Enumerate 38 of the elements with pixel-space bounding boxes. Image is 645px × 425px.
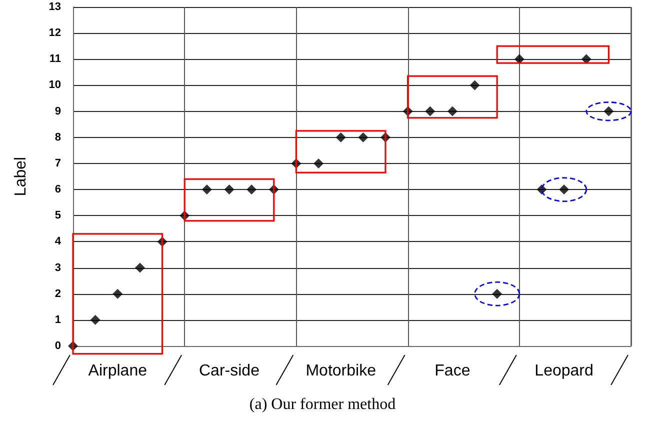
y-tick-label: 5 bbox=[54, 210, 61, 222]
text: (a) Our former method bbox=[248, 396, 397, 414]
y-tick-label: 11 bbox=[49, 53, 61, 66]
point bbox=[134, 262, 145, 273]
point bbox=[202, 184, 212, 195]
point bbox=[581, 54, 592, 64]
point bbox=[470, 80, 480, 90]
y-tick-label: 13 bbox=[48, 1, 61, 13]
y-tick-label: 10 bbox=[48, 79, 61, 92]
point bbox=[559, 184, 570, 195]
point bbox=[358, 132, 368, 142]
point bbox=[314, 158, 324, 168]
x-tick-label: Airplane bbox=[88, 362, 148, 380]
point bbox=[336, 132, 346, 142]
point bbox=[425, 106, 436, 116]
point bbox=[492, 288, 502, 299]
y-axis-title: Label bbox=[12, 156, 30, 196]
y-tick-label: 3 bbox=[54, 262, 61, 274]
point bbox=[447, 106, 458, 116]
point bbox=[224, 184, 234, 195]
y-tick-label: 12 bbox=[48, 27, 61, 40]
x-tick-label: Car-side bbox=[199, 362, 260, 380]
y-tick-label: 9 bbox=[54, 105, 61, 118]
x-tick-label: Motorbike bbox=[306, 362, 376, 380]
point bbox=[90, 314, 100, 325]
point bbox=[604, 106, 614, 116]
point bbox=[514, 54, 524, 64]
y-tick-label: 1 bbox=[54, 314, 61, 326]
y-tick-label: 4 bbox=[54, 236, 62, 248]
y-tick-label: 2 bbox=[54, 288, 61, 300]
y-tick-label: 7 bbox=[54, 157, 61, 170]
x-tick-label: Leopard bbox=[534, 362, 594, 380]
point bbox=[246, 184, 257, 195]
y-tick-label: 0 bbox=[54, 340, 61, 352]
x-tick-label: Face bbox=[434, 362, 470, 380]
point bbox=[112, 288, 123, 299]
y-tick-label: 6 bbox=[54, 184, 61, 196]
y-tick-label: 8 bbox=[54, 131, 61, 144]
